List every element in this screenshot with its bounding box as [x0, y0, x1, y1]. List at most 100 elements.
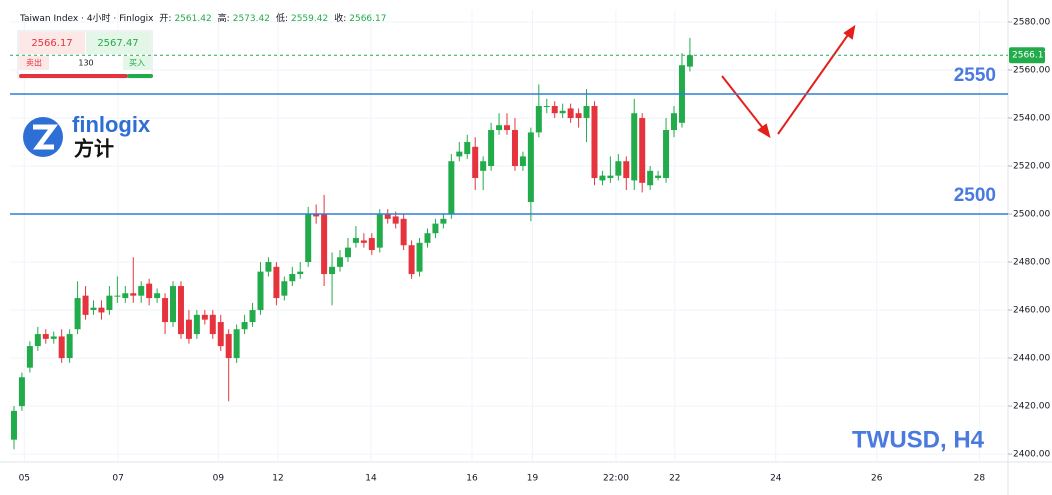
candle-body — [671, 113, 678, 131]
candle-body — [591, 106, 598, 179]
arrow-down — [721, 75, 767, 133]
current-price-label: 2566.17 — [1012, 51, 1049, 61]
candle-body — [18, 377, 25, 407]
candle-body — [456, 151, 463, 157]
candle-body — [90, 307, 97, 311]
candle-body — [583, 106, 590, 119]
y-tick-label: 2580.00 — [1013, 18, 1050, 28]
logo-z — [33, 124, 58, 150]
candle-body — [154, 293, 161, 299]
candle-body — [567, 108, 574, 119]
candle-body — [496, 125, 503, 131]
x-tick-label: 19 — [527, 474, 539, 484]
candle-body — [376, 214, 383, 248]
plot — [10, 37, 693, 450]
candle-body — [352, 238, 359, 243]
candle-body — [10, 410, 17, 440]
candle-body — [321, 214, 328, 275]
grid — [10, 10, 1008, 462]
candle-body — [162, 298, 169, 323]
candle-body — [82, 295, 89, 315]
x-tick-label: 28 — [974, 474, 986, 484]
candle-body — [177, 286, 184, 335]
arrowhead — [843, 24, 856, 40]
x-tick-label: 26 — [871, 474, 883, 484]
ohlc-value: 2566.17 — [349, 14, 386, 24]
ohlc-label: 低: — [276, 12, 288, 24]
x-tick-label: 16 — [466, 474, 478, 484]
candle-body — [559, 110, 566, 114]
candle-body — [66, 334, 73, 359]
level-label: 2550 — [954, 65, 996, 86]
ohlc-label: 开: — [159, 13, 171, 24]
candle-body — [329, 266, 336, 275]
candle-body — [527, 132, 534, 203]
candle-body — [488, 130, 495, 167]
candle-body — [599, 175, 606, 181]
candle-body — [249, 310, 256, 323]
projection-arrows — [721, 24, 856, 139]
candle-body — [511, 130, 518, 167]
candle-body — [146, 283, 153, 299]
arrowhead — [757, 123, 771, 139]
candle-body — [448, 161, 455, 215]
y-tick-label: 2500.00 — [1013, 210, 1050, 220]
candle-body — [106, 295, 113, 311]
candle-body — [615, 161, 622, 176]
candle-body — [639, 118, 646, 183]
x-tick-label: 07 — [112, 474, 123, 484]
candle-body — [50, 336, 57, 339]
candle-body — [519, 156, 526, 167]
candle-body — [344, 247, 351, 258]
buy-price: 2567.47 — [97, 38, 138, 49]
sell-button[interactable] — [19, 32, 85, 54]
candle-body — [575, 113, 582, 119]
candle-body — [209, 314, 216, 335]
candle-body — [432, 223, 439, 234]
trade-widget: 2566.17 2567.47 卖出 130 买入 — [17, 30, 153, 79]
y-tick-label: 2460.00 — [1013, 306, 1050, 316]
candle-body — [26, 346, 33, 368]
candle-body — [98, 307, 105, 313]
logo: finlogix 方计 — [23, 112, 151, 161]
x-tick-label: 09 — [213, 474, 225, 484]
y-tick-label: 2400.00 — [1013, 450, 1050, 460]
candle-body — [368, 238, 375, 251]
candle-body — [663, 130, 670, 179]
candle-body — [34, 334, 41, 347]
y-tick-label: 2440.00 — [1013, 354, 1050, 364]
candle-body — [281, 281, 288, 296]
candle-body — [464, 142, 471, 155]
candle-body — [297, 271, 304, 275]
buy-button[interactable] — [86, 32, 151, 54]
symbol: TWUSD, H4 — [852, 426, 985, 453]
candle-body — [273, 266, 280, 299]
x-tick-label: 12 — [272, 474, 283, 484]
candle-body — [535, 106, 542, 133]
candle-body — [384, 214, 391, 219]
x-tick-label: 24 — [770, 474, 782, 484]
candle-body — [440, 218, 447, 224]
candle-body — [360, 240, 367, 243]
candle-body — [193, 314, 200, 335]
y-tick-label: 2420.00 — [1013, 402, 1050, 412]
buy-label-bg — [123, 56, 151, 70]
candle-body — [655, 175, 662, 179]
logo-name: finlogix — [72, 112, 151, 137]
instrument: Taiwan Index · 4小时 · Finlogix — [19, 12, 154, 24]
x-tick-label: 22 — [669, 474, 680, 484]
candle-body — [392, 216, 399, 224]
ohlc-label: 高: — [218, 12, 230, 24]
candle-body — [170, 286, 177, 323]
candle-body — [122, 293, 129, 299]
candle-body — [543, 106, 550, 108]
candle-body — [408, 245, 415, 275]
candle-body — [257, 271, 264, 311]
candle-body — [623, 161, 630, 179]
y-tick-label: 2540.00 — [1013, 114, 1050, 124]
candle-body — [400, 218, 407, 246]
candle-body — [217, 322, 224, 347]
y-tick-label: 2560.00 — [1013, 66, 1050, 76]
candle-body — [313, 214, 320, 217]
